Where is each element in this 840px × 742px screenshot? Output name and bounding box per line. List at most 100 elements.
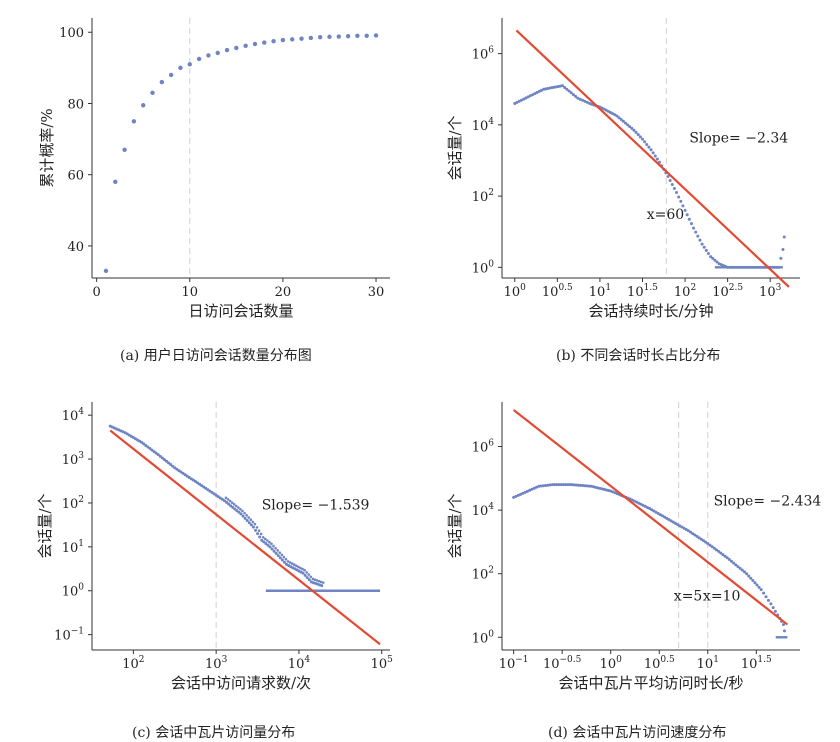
caption-c: (c) 会话中瓦片访问量分布	[132, 725, 296, 741]
data-point	[512, 495, 516, 499]
data-point	[249, 523, 253, 527]
data-point	[697, 536, 701, 540]
data-point	[568, 483, 572, 487]
data-point	[280, 37, 286, 43]
data-point	[706, 541, 710, 545]
data-point	[227, 502, 231, 506]
data-point	[167, 461, 171, 465]
data-point	[764, 595, 768, 599]
data-point	[532, 486, 536, 490]
data-point	[514, 494, 518, 498]
data-point	[544, 483, 548, 487]
data-point	[528, 488, 532, 492]
data-point	[319, 580, 323, 584]
data-point	[280, 553, 284, 557]
data-point	[559, 483, 563, 487]
data-point	[515, 100, 519, 104]
data-point	[303, 568, 306, 572]
data-point	[649, 148, 653, 152]
panel-c: 102 103 104 105 10−1 100 101 102 103 104 会话中访问请求数/…	[36, 402, 393, 692]
data-point	[280, 558, 284, 562]
data-point	[243, 43, 248, 48]
x-tick-label: 100	[600, 655, 623, 672]
y-tick-label: 80	[67, 97, 84, 112]
data-point	[782, 235, 786, 239]
y-tick-label: 106	[472, 46, 495, 63]
panel-d: 10−1 10−0.5 100 100.5 101 101.5 100 102 104 106 会话…	[446, 402, 821, 692]
data-point	[299, 36, 304, 41]
data-point	[224, 496, 228, 500]
data-point	[234, 504, 238, 508]
data-point	[723, 554, 727, 558]
data-point	[259, 532, 263, 536]
x-axis-title: 日访问会话数量	[188, 302, 293, 320]
x-tick-label: 104	[288, 655, 311, 672]
data-point	[701, 539, 705, 543]
data-point	[574, 94, 578, 98]
data-point	[706, 252, 710, 256]
fit-line	[109, 429, 381, 646]
data-point	[229, 504, 233, 508]
data-point	[576, 96, 580, 100]
data-point	[233, 507, 237, 511]
data-point	[689, 530, 693, 534]
data-point	[276, 554, 280, 558]
data-point	[617, 116, 621, 120]
data-point	[241, 514, 245, 518]
data-point	[522, 97, 526, 101]
data-point	[286, 560, 290, 563]
y-axis-title: 会话量/个	[446, 115, 464, 180]
data-point	[373, 33, 379, 38]
data-point	[243, 516, 247, 520]
data-point	[154, 451, 158, 455]
x-tick-label: 10	[182, 285, 199, 300]
annotation: Slope= −2.34	[689, 131, 788, 147]
data-point	[113, 179, 118, 185]
data-point	[140, 440, 144, 444]
panel-b: 100 100.5 101 101.5 102 102.5 103 100 102 104 106 会…	[446, 18, 800, 320]
data-point	[753, 581, 757, 585]
data-point	[666, 174, 670, 178]
data-point	[150, 90, 155, 95]
data-point	[704, 248, 708, 252]
data-point	[563, 85, 567, 89]
data-point	[563, 483, 567, 487]
data-point	[566, 483, 570, 487]
data-point	[261, 535, 265, 539]
data-point	[696, 234, 700, 238]
y-tick-label: 102	[472, 188, 494, 205]
data-point	[619, 118, 623, 122]
x-tick-label: 103	[205, 655, 228, 672]
y-tick-label: 100	[472, 629, 495, 646]
data-point	[263, 537, 267, 541]
data-point	[679, 199, 683, 203]
data-point	[742, 570, 746, 574]
data-point	[524, 96, 528, 100]
data-point	[255, 526, 259, 529]
data-point	[714, 548, 718, 552]
data-point	[668, 179, 672, 182]
data-point	[713, 258, 717, 262]
data-point	[757, 585, 761, 589]
data-point	[517, 99, 521, 103]
data-point	[539, 484, 543, 488]
data-point	[715, 260, 719, 264]
data-point	[681, 204, 685, 208]
data-point	[740, 568, 744, 572]
data-point	[308, 35, 314, 41]
data-point	[653, 154, 657, 158]
data-point	[626, 123, 630, 127]
data-point	[278, 551, 282, 554]
data-point	[305, 576, 309, 580]
data-point	[531, 93, 535, 97]
caption-a: (a) 用户日访问会话数量分布图	[120, 348, 312, 364]
y-tick-label: 100	[472, 259, 495, 276]
data-point	[535, 485, 539, 489]
data-point	[526, 95, 530, 99]
data-point	[171, 464, 175, 468]
data-point	[260, 538, 264, 542]
data-point	[237, 506, 240, 509]
data-point	[640, 137, 644, 141]
data-point	[692, 226, 696, 230]
data-point	[727, 558, 731, 562]
